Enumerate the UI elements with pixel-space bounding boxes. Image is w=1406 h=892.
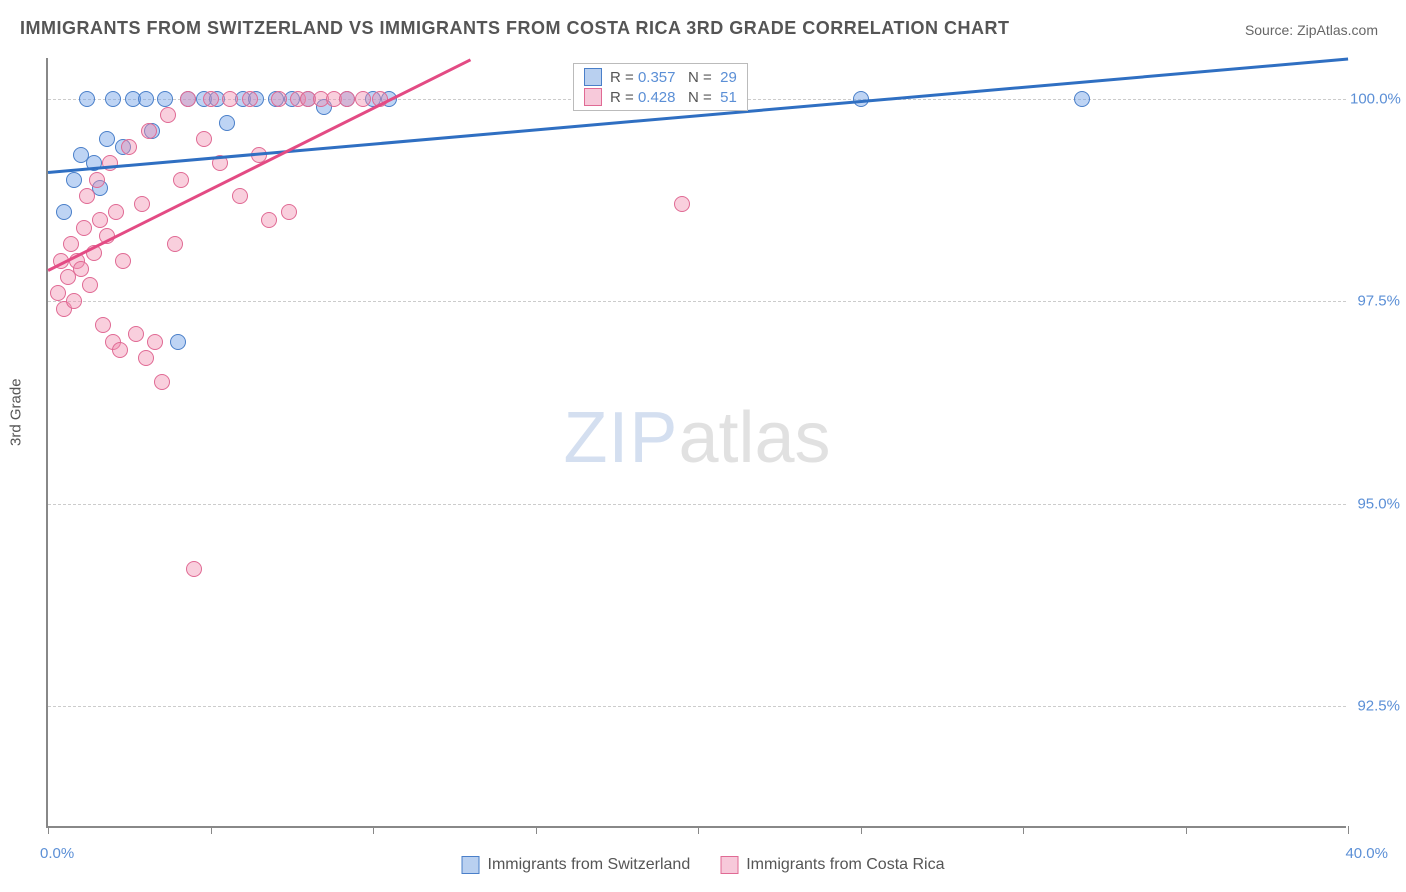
data-point xyxy=(56,204,72,220)
stats-swatch xyxy=(584,88,602,106)
legend-label-switzerland: Immigrants from Switzerland xyxy=(488,856,691,874)
gridline-h xyxy=(48,301,1346,302)
data-point xyxy=(89,172,105,188)
x-tick xyxy=(1348,826,1349,834)
legend-item-costarica: Immigrants from Costa Rica xyxy=(720,856,944,874)
stats-text: R = 0.357 N = 29 xyxy=(610,69,737,86)
x-tick xyxy=(48,826,49,834)
data-point xyxy=(154,374,170,390)
x-tick xyxy=(1023,826,1024,834)
data-point xyxy=(76,220,92,236)
data-point xyxy=(112,342,128,358)
data-point xyxy=(115,253,131,269)
x-axis-min-label: 0.0% xyxy=(40,845,74,862)
data-point xyxy=(180,91,196,107)
y-tick-label: 100.0% xyxy=(1350,90,1400,107)
stats-swatch xyxy=(584,68,602,86)
data-point xyxy=(128,326,144,342)
legend-item-switzerland: Immigrants from Switzerland xyxy=(462,856,691,874)
data-point xyxy=(173,172,189,188)
stats-text: R = 0.428 N = 51 xyxy=(610,89,737,106)
stats-legend-row: R = 0.357 N = 29 xyxy=(584,68,737,86)
watermark: ZIPatlas xyxy=(563,397,830,479)
y-tick-label: 97.5% xyxy=(1350,293,1400,310)
data-point xyxy=(134,196,150,212)
plot-area: ZIPatlas 92.5%95.0%97.5%100.0%R = 0.357 … xyxy=(46,58,1346,828)
gridline-h xyxy=(48,504,1346,505)
data-point xyxy=(1074,91,1090,107)
chart-title: IMMIGRANTS FROM SWITZERLAND VS IMMIGRANT… xyxy=(20,18,1009,39)
watermark-bold: ZIP xyxy=(563,398,678,478)
data-point xyxy=(82,277,98,293)
data-point xyxy=(339,91,355,107)
data-point xyxy=(138,91,154,107)
data-point xyxy=(232,188,248,204)
data-point xyxy=(105,91,121,107)
data-point xyxy=(92,212,108,228)
data-point xyxy=(63,236,79,252)
data-point xyxy=(281,204,297,220)
x-axis-max-label: 40.0% xyxy=(1345,845,1388,862)
stats-legend-row: R = 0.428 N = 51 xyxy=(584,88,737,106)
swatch-costarica xyxy=(720,856,738,874)
data-point xyxy=(167,236,183,252)
data-point xyxy=(170,334,186,350)
data-point xyxy=(203,91,219,107)
x-tick xyxy=(1186,826,1187,834)
stats-legend: R = 0.357 N = 29 R = 0.428 N = 51 xyxy=(573,63,748,111)
x-tick xyxy=(211,826,212,834)
gridline-h xyxy=(48,706,1346,707)
y-tick-label: 92.5% xyxy=(1350,698,1400,715)
y-axis-title: 3rd Grade xyxy=(8,378,25,446)
data-point xyxy=(261,212,277,228)
x-tick xyxy=(373,826,374,834)
data-point xyxy=(66,293,82,309)
data-point xyxy=(121,139,137,155)
data-point xyxy=(138,350,154,366)
y-tick-label: 95.0% xyxy=(1350,495,1400,512)
data-point xyxy=(157,91,173,107)
swatch-switzerland xyxy=(462,856,480,874)
x-tick xyxy=(861,826,862,834)
data-point xyxy=(108,204,124,220)
source-value: ZipAtlas.com xyxy=(1297,22,1378,38)
data-point xyxy=(219,115,235,131)
data-point xyxy=(271,91,287,107)
data-point xyxy=(79,91,95,107)
data-point xyxy=(242,91,258,107)
data-point xyxy=(160,107,176,123)
data-point xyxy=(50,285,66,301)
data-point xyxy=(355,91,371,107)
source-attribution: Source: ZipAtlas.com xyxy=(1245,22,1378,38)
data-point xyxy=(186,561,202,577)
data-point xyxy=(66,172,82,188)
data-point xyxy=(102,155,118,171)
data-point xyxy=(95,317,111,333)
data-point xyxy=(73,261,89,277)
data-point xyxy=(99,131,115,147)
x-tick xyxy=(698,826,699,834)
watermark-light: atlas xyxy=(678,398,830,478)
legend-label-costarica: Immigrants from Costa Rica xyxy=(746,856,944,874)
data-point xyxy=(674,196,690,212)
data-point xyxy=(222,91,238,107)
data-point xyxy=(147,334,163,350)
x-tick xyxy=(536,826,537,834)
data-point xyxy=(141,123,157,139)
bottom-legend: Immigrants from Switzerland Immigrants f… xyxy=(462,856,945,874)
source-label: Source: xyxy=(1245,22,1297,38)
data-point xyxy=(196,131,212,147)
data-point xyxy=(79,188,95,204)
